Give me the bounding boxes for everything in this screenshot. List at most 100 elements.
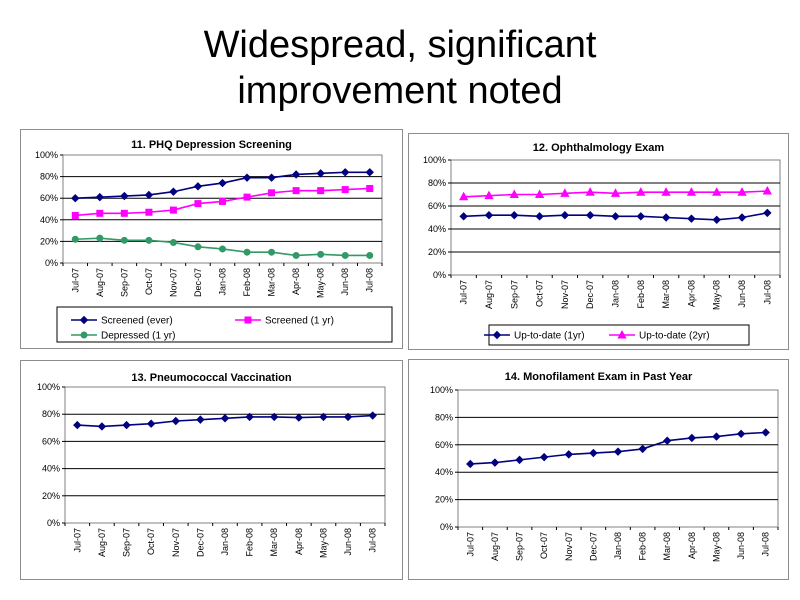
x-tick-label: Aug-07	[95, 268, 105, 297]
data-point	[459, 212, 468, 221]
chart-panel-phq-depression-screening: 11. PHQ Depression Screening 0% 20% 40% 60% 8…	[20, 129, 403, 349]
y-tick-label: 80%	[42, 409, 60, 419]
legend-marker	[80, 331, 88, 339]
x-tick-label: Aug-07	[484, 280, 494, 309]
x-tick-label: Sep-07	[515, 532, 525, 561]
data-point	[245, 412, 254, 422]
y-tick-label: 60%	[435, 440, 453, 450]
data-point	[661, 187, 671, 196]
data-point	[638, 444, 647, 454]
data-point	[169, 206, 177, 214]
y-tick-label: 40%	[42, 464, 60, 474]
data-point	[368, 411, 377, 420]
y-tick-label: 0%	[433, 270, 446, 280]
data-point	[292, 251, 300, 259]
legend-marker	[79, 315, 89, 325]
x-tick-label: Jan-08	[218, 268, 228, 296]
data-point	[613, 447, 623, 456]
legend-marker	[617, 329, 627, 339]
y-tick-label: 60%	[40, 193, 58, 203]
data-point	[146, 419, 156, 428]
x-tick-label: May-08	[316, 268, 326, 298]
x-tick-label: Sep-07	[122, 528, 132, 557]
x-tick-label: May-08	[711, 532, 721, 562]
data-point	[194, 200, 202, 208]
x-tick-label: Jul-07	[459, 280, 469, 305]
data-point	[96, 234, 104, 242]
x-tick-label: Dec-07	[585, 280, 595, 309]
data-point	[737, 187, 747, 196]
x-tick-label: Oct-07	[144, 268, 154, 295]
y-tick-label: 0%	[440, 522, 453, 532]
plot-area	[64, 386, 386, 524]
x-tick-label: Dec-07	[195, 528, 205, 557]
x-tick-label: Jun-08	[340, 268, 350, 296]
data-point	[219, 245, 226, 253]
data-point	[515, 455, 524, 465]
x-tick-label: Jul-07	[72, 528, 82, 553]
data-point	[737, 213, 747, 222]
y-tick-label: 60%	[428, 201, 446, 211]
x-tick-label: Feb-08	[245, 528, 255, 557]
y-tick-label: 100%	[35, 150, 58, 160]
x-tick-label: Jan-08	[611, 280, 621, 308]
series-0	[466, 428, 770, 469]
x-tick-label: Mar-08	[267, 268, 277, 297]
data-point	[510, 210, 519, 220]
legend-item: Screened (1 yr)	[235, 316, 334, 327]
x-tick-label: Jul-08	[368, 528, 378, 553]
data-point	[736, 429, 746, 439]
data-point	[564, 450, 573, 459]
x-tick-label: Jul-07	[70, 268, 80, 293]
data-point	[459, 191, 469, 201]
data-point	[267, 173, 276, 182]
data-point	[340, 168, 350, 177]
legend-label: Up-to-date (2yr)	[639, 331, 710, 342]
x-tick-label: Jul-08	[365, 268, 375, 293]
series-0	[73, 411, 377, 431]
data-point	[585, 210, 595, 220]
x-tick-label: Jul-07	[465, 532, 475, 557]
data-point	[196, 415, 205, 424]
data-point	[366, 251, 374, 259]
data-point	[95, 192, 105, 202]
legend-label: Screened (1 yr)	[265, 316, 334, 327]
data-point	[243, 193, 251, 201]
slide-title: Widespread, significant improvement note…	[0, 22, 800, 114]
data-point	[341, 186, 349, 194]
x-tick-label: Jan-08	[613, 532, 623, 560]
chart-svg: 13. Pneumococcal Vaccination 0% 20% 40% 60% 8…	[37, 372, 386, 558]
data-point	[193, 182, 203, 191]
y-tick-label: 20%	[428, 247, 446, 257]
legend-box	[56, 306, 393, 343]
data-point	[242, 173, 252, 182]
data-point	[71, 193, 80, 203]
x-tick-label: Jun-08	[736, 532, 746, 560]
chart-svg: 14. Monofilament Exam in Past Year 0% 20% 4…	[430, 371, 779, 562]
data-point	[687, 433, 697, 443]
data-point	[120, 236, 128, 244]
data-point	[763, 208, 772, 218]
x-tick-label: Nov-07	[560, 280, 570, 309]
data-point	[610, 188, 621, 197]
x-tick-label: Mar-08	[661, 280, 671, 309]
data-point	[343, 412, 353, 422]
data-point	[71, 235, 79, 243]
x-tick-label: Nov-07	[171, 528, 181, 557]
data-point	[585, 187, 595, 196]
data-point	[319, 412, 328, 422]
series-screened-1-yr	[71, 184, 374, 219]
x-tick-label: Apr-08	[291, 268, 301, 295]
data-point	[663, 436, 672, 445]
chart-title: 14. Monofilament Exam in Past Year	[505, 371, 693, 383]
data-point	[661, 213, 671, 222]
legend-marker	[492, 330, 502, 340]
data-point	[243, 248, 251, 256]
data-point	[120, 191, 129, 201]
x-tick-label: Jan-08	[220, 528, 230, 556]
data-point	[71, 211, 79, 219]
x-tick-label: Apr-08	[294, 528, 304, 555]
data-point	[636, 212, 646, 221]
series-depressed-1-yr	[71, 234, 374, 259]
y-tick-label: 40%	[435, 467, 453, 477]
